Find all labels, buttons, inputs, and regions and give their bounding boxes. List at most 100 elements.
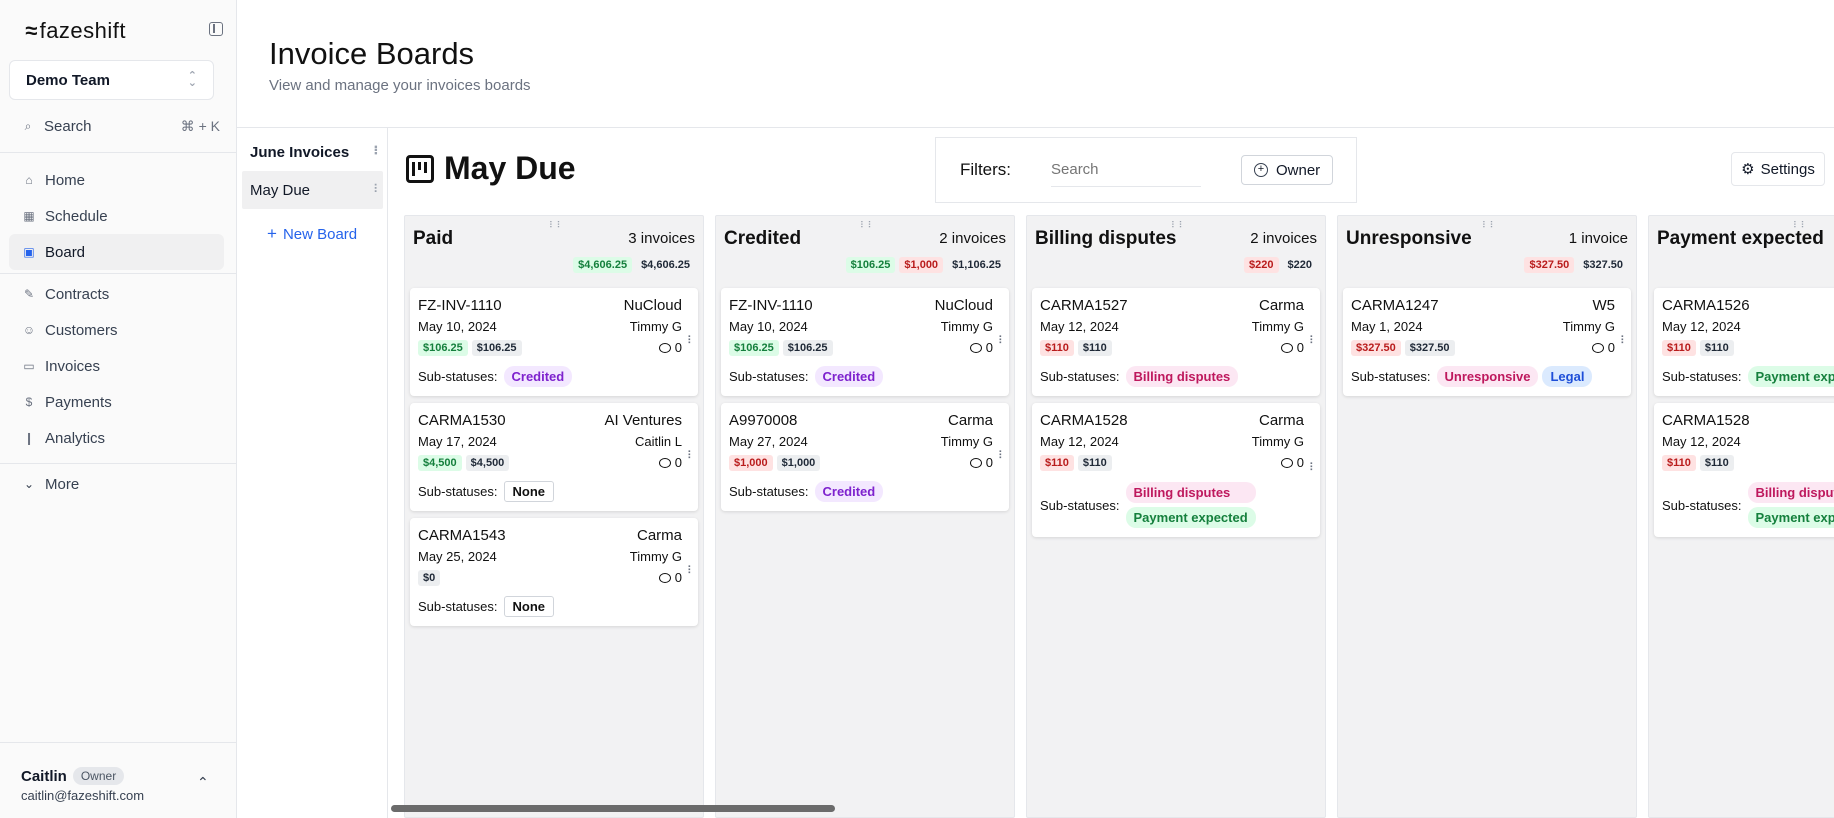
sidebar-item-analytics[interactable]: ❙ Analytics	[9, 420, 224, 456]
sidebar-item-more[interactable]: ⌄ More	[9, 466, 224, 502]
invoice-card[interactable]: CARMA1543 Carma May 25, 2024 Timmy G $0 0 ⠇ Sub…	[410, 518, 698, 626]
drag-handle-icon[interactable]: ⠇	[997, 335, 1006, 347]
invoice-date: May 25, 2024	[418, 549, 497, 564]
column-title: Credited	[724, 228, 802, 249]
sidebar-item-invoices[interactable]: ▭ Invoices	[9, 348, 224, 384]
drag-handle-icon[interactable]: ⠇	[997, 450, 1006, 462]
sub-statuses: Sub-statuses: Credited	[729, 366, 887, 387]
comments-count[interactable]: 0	[658, 340, 682, 355]
invoice-card[interactable]: CARMA1528 Carma May 12, 2024 Timmy G $110 $11…	[1032, 403, 1320, 537]
sub-status-tag: None	[503, 481, 554, 502]
invoice-number: CARMA1530	[418, 412, 506, 429]
boards-list: June Invoices ⠇ May Due ⠇ + New Board	[237, 128, 388, 818]
new-board-button[interactable]: + New Board	[267, 224, 357, 244]
invoice-amounts: $4,500 $4,500	[418, 455, 510, 471]
invoice-owner: Timmy G	[940, 434, 993, 449]
amount-pill: $110	[1040, 340, 1074, 356]
team-selector[interactable]: Demo Team ⌃ ⌄	[9, 60, 214, 100]
drag-handle-icon[interactable]: ⠇⠇	[1793, 220, 1809, 230]
drag-handle-icon[interactable]: ⠇	[1308, 462, 1317, 474]
customer-name: Carma	[947, 412, 993, 429]
filter-search-input[interactable]	[1051, 153, 1201, 187]
drag-handle-icon[interactable]: ⠇	[1619, 335, 1628, 347]
drag-handle-icon[interactable]: ⠇	[686, 450, 695, 462]
invoice-card[interactable]: CARMA1530 AI Ventures May 17, 2024 Caitlin …	[410, 403, 698, 511]
sidebar-item-customers[interactable]: ☺ Customers	[9, 312, 224, 348]
dollar-icon: $	[25, 395, 33, 409]
board-icon: ▣	[23, 245, 35, 259]
sidebar-item-board[interactable]: ▣ Board	[9, 234, 224, 270]
comments-count[interactable]: 0	[1280, 455, 1304, 470]
settings-button[interactable]: ⚙ Settings	[1731, 152, 1825, 186]
home-icon: ⌂	[25, 173, 33, 187]
board-item-june-invoices[interactable]: June Invoices ⠇	[242, 133, 383, 171]
sub-statuses: Sub-statuses: Billing disputes Payment exp…	[1040, 482, 1260, 528]
search-label: Search	[44, 117, 92, 135]
drag-handle-icon[interactable]: ⠇	[686, 565, 695, 577]
chevron-up-icon[interactable]: ⌃	[197, 774, 209, 790]
horizontal-scrollbar[interactable]	[391, 805, 835, 812]
drag-handle-icon[interactable]: ⠇	[373, 144, 382, 158]
drag-handle-icon[interactable]: ⠇	[1308, 335, 1317, 347]
drag-handle-icon[interactable]: ⠇⠇	[549, 220, 565, 230]
invoice-card[interactable]: FZ-INV-1110 NuCloud May 10, 2024 Timmy G $10…	[410, 288, 698, 396]
users-icon: ☺	[22, 323, 36, 337]
invoice-amounts: $327.50 $327.50	[1351, 340, 1455, 356]
sidebar-item-schedule[interactable]: ▦ Schedule	[9, 198, 224, 234]
invoice-date: May 10, 2024	[418, 319, 497, 334]
user-profile[interactable]: Caitlin Owner caitlin@fazeshift.com	[0, 742, 237, 818]
sidebar-item-contracts[interactable]: ✎ Contracts	[9, 276, 224, 312]
invoice-card[interactable]: CARMA1527 Carma May 12, 2024 Timmy G $110 $11…	[1032, 288, 1320, 396]
invoice-date: May 12, 2024	[1662, 319, 1741, 334]
logo[interactable]: ≈ fazeshift	[25, 18, 126, 44]
invoice-amounts: $106.25 $106.25	[418, 340, 522, 356]
filters-bar: Filters: + Owner	[935, 137, 1357, 203]
sub-statuses-label: Sub-statuses:	[729, 484, 809, 499]
amount-pill: $110	[1077, 455, 1112, 471]
sidebar-item-label: Contracts	[45, 285, 110, 303]
sidebar-search[interactable]: ⌕ Search ⌘ + K	[20, 116, 220, 136]
invoice-card[interactable]: CARMA1526 May 12, 2024 $110 $110 Sub-statuse…	[1654, 288, 1834, 396]
invoice-date: May 27, 2024	[729, 434, 808, 449]
chevron-down-icon: ⌄	[23, 477, 35, 491]
amount-pill: $220	[1244, 257, 1279, 273]
customer-name: AI Ventures	[604, 412, 682, 429]
drag-handle-icon[interactable]: ⠇	[373, 182, 382, 196]
sidebar-divider	[0, 152, 237, 153]
comments-count[interactable]: 0	[1591, 340, 1615, 355]
invoice-card[interactable]: CARMA1247 W5 May 1, 2024 Timmy G $327.50 $327…	[1343, 288, 1631, 396]
drag-handle-icon[interactable]: ⠇⠇	[860, 220, 876, 230]
comment-icon	[969, 342, 982, 353]
comments-count[interactable]: 0	[969, 455, 993, 470]
board-item-may-due[interactable]: May Due ⠇	[242, 171, 383, 209]
sub-status-tag: Payment exp	[1747, 366, 1834, 387]
invoice-date: May 17, 2024	[418, 434, 497, 449]
owner-filter-button[interactable]: + Owner	[1241, 155, 1334, 185]
sidebar-divider	[0, 463, 237, 464]
sub-statuses-label: Sub-statuses:	[1351, 369, 1431, 384]
drag-handle-icon[interactable]: ⠇⠇	[1482, 220, 1498, 230]
column-invoice-count: 2 invoices	[939, 230, 1006, 247]
sidebar-item-home[interactable]: ⌂ Home	[9, 162, 224, 198]
comments-count[interactable]: 0	[969, 340, 993, 355]
amount-pill: $327.50	[1583, 259, 1623, 271]
comments-count[interactable]: 0	[658, 570, 682, 585]
drag-handle-icon[interactable]: ⠇	[686, 335, 695, 347]
invoice-card[interactable]: CARMA1528 May 12, 2024 $110 $110 Sub-statuse…	[1654, 403, 1834, 537]
drag-handle-icon[interactable]: ⠇⠇	[1171, 220, 1187, 230]
comments-count[interactable]: 0	[658, 455, 682, 470]
collapse-sidebar-icon[interactable]	[209, 22, 223, 36]
invoice-card[interactable]: FZ-INV-1110 NuCloud May 10, 2024 Timmy G $10…	[721, 288, 1009, 396]
sidebar-item-payments[interactable]: $ Payments	[9, 384, 224, 420]
comments-count[interactable]: 0	[1280, 340, 1304, 355]
customer-name: Carma	[1258, 412, 1304, 429]
invoice-card[interactable]: A9970008 Carma May 27, 2024 Timmy G $1,000 $1…	[721, 403, 1009, 511]
invoice-owner: Timmy G	[1562, 319, 1615, 334]
sidebar-item-label: Schedule	[45, 207, 108, 225]
sidebar-divider	[0, 273, 237, 274]
invoice-amounts: $106.25 $106.25	[729, 340, 833, 356]
invoice-number: CARMA1528	[1662, 412, 1750, 429]
amount-pill: $106.25	[471, 340, 522, 356]
invoice-number: FZ-INV-1110	[418, 297, 502, 314]
sub-status-tag: None	[503, 596, 554, 617]
